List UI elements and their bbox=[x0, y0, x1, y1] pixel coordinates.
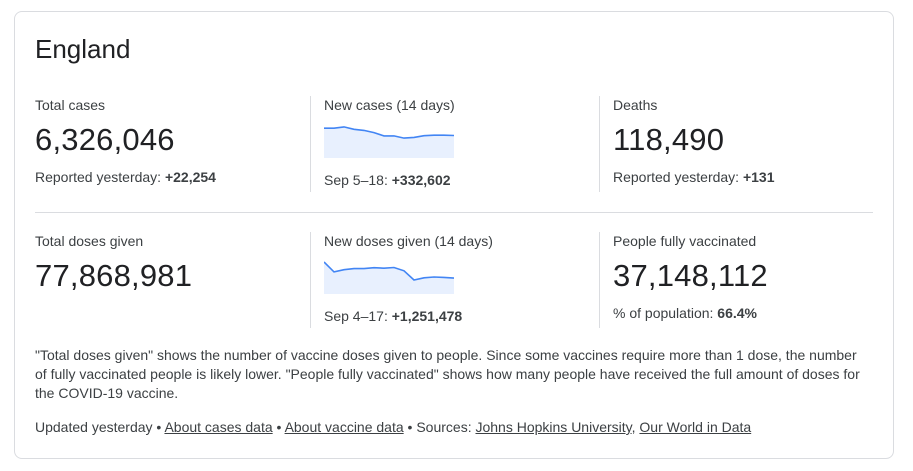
cases-row: Total cases 6,326,046 Reported yesterday… bbox=[35, 96, 873, 196]
fully-vaccinated-value: 37,148,112 bbox=[613, 258, 768, 293]
new-doses-label: New doses given (14 days) bbox=[324, 233, 493, 249]
comma: , bbox=[631, 419, 640, 435]
range-prefix: Sep 4–17: bbox=[324, 308, 392, 324]
updated-text: Updated yesterday bbox=[35, 419, 153, 435]
new-doses-sparkline bbox=[324, 261, 454, 294]
separator: • bbox=[403, 419, 417, 435]
deaths-reported: Reported yesterday: +131 bbox=[613, 168, 873, 186]
new-doses-sparkline-line bbox=[324, 261, 454, 281]
footer: Updated yesterday • About cases data • A… bbox=[35, 419, 751, 435]
row-divider bbox=[35, 212, 873, 213]
vaccine-row: Total doses given 77,868,981 New doses g… bbox=[35, 232, 873, 332]
source-owid-link[interactable]: Our World in Data bbox=[639, 419, 752, 435]
deaths-value: 118,490 bbox=[613, 122, 725, 157]
new-cases-sparkline-area bbox=[324, 126, 454, 158]
fully-vaccinated-cell: People fully vaccinated 37,148,112 % of … bbox=[613, 232, 873, 328]
doses-explanation-note: "Total doses given" shows the number of … bbox=[35, 347, 860, 401]
reported-value: +131 bbox=[742, 169, 775, 185]
divider bbox=[599, 232, 600, 328]
total-cases-reported: Reported yesterday: +22,254 bbox=[35, 168, 310, 186]
new-cases-label: New cases (14 days) bbox=[324, 97, 455, 113]
new-cases-range: Sep 5–18: +332,602 bbox=[324, 171, 599, 189]
reported-prefix: Reported yesterday: bbox=[35, 169, 165, 185]
total-cases-cell: Total cases 6,326,046 Reported yesterday… bbox=[35, 96, 310, 192]
population-percent: % of population: 66.4% bbox=[613, 304, 873, 322]
reported-prefix: Reported yesterday: bbox=[613, 169, 743, 185]
separator: • bbox=[272, 419, 285, 435]
total-doses-label: Total doses given bbox=[35, 233, 144, 249]
deaths-label: Deaths bbox=[613, 97, 658, 113]
range-prefix: Sep 5–18: bbox=[324, 172, 392, 188]
new-doses-sparkline-area bbox=[324, 262, 454, 294]
new-cases-sparkline bbox=[324, 126, 454, 158]
range-value: +332,602 bbox=[391, 172, 451, 188]
new-doses-cell: New doses given (14 days) Sep 4–17: +1,2… bbox=[324, 232, 599, 328]
fully-vaccinated-label: People fully vaccinated bbox=[613, 233, 757, 249]
percent-value: 66.4% bbox=[717, 305, 757, 321]
range-value: +1,251,478 bbox=[391, 308, 463, 324]
total-doses-cell: Total doses given 77,868,981 bbox=[35, 232, 310, 328]
new-cases-sparkline-line bbox=[324, 126, 454, 139]
sources-prefix: Sources: bbox=[416, 419, 476, 435]
stats-card: England Total cases 6,326,046 Reported y… bbox=[14, 11, 894, 459]
divider bbox=[599, 96, 600, 192]
new-doses-range: Sep 4–17: +1,251,478 bbox=[324, 307, 599, 325]
percent-prefix: % of population: bbox=[613, 305, 718, 321]
about-vaccine-link[interactable]: About vaccine data bbox=[284, 419, 404, 435]
new-cases-cell: New cases (14 days) Sep 5–18: +332,602 bbox=[324, 96, 599, 192]
reported-value: +22,254 bbox=[164, 169, 216, 185]
deaths-cell: Deaths 118,490 Reported yesterday: +131 bbox=[613, 96, 873, 192]
separator: • bbox=[152, 419, 165, 435]
region-title: England bbox=[35, 34, 131, 64]
about-cases-link[interactable]: About cases data bbox=[164, 419, 273, 435]
total-doses-value: 77,868,981 bbox=[35, 258, 193, 293]
divider bbox=[310, 96, 311, 192]
divider bbox=[310, 232, 311, 328]
total-cases-value: 6,326,046 bbox=[35, 122, 175, 157]
total-cases-label: Total cases bbox=[35, 97, 106, 113]
source-jhu-link[interactable]: Johns Hopkins University bbox=[475, 419, 632, 435]
